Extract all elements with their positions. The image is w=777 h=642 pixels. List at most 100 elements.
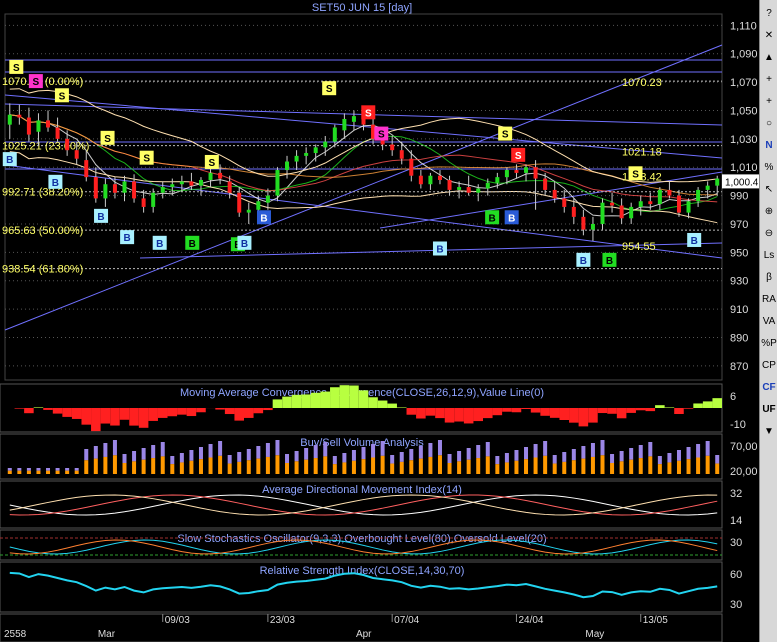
candle: [7, 103, 12, 139]
volume-buy-bar: [265, 456, 270, 474]
sidebar-tool-button[interactable]: ?: [766, 8, 772, 19]
fib-label: 938.54 (61.80%): [2, 264, 83, 276]
volume-buy-bar: [715, 463, 720, 474]
sidebar-tool-button[interactable]: +: [766, 96, 772, 107]
candle: [304, 147, 309, 165]
volume-buy-bar: [676, 460, 681, 474]
volume-buy-bar: [198, 459, 203, 474]
sidebar-tool-button[interactable]: %: [764, 162, 774, 173]
volume-buy-bar: [504, 462, 509, 474]
sidebar-tool-button[interactable]: ✕: [764, 30, 774, 41]
volume-buy-bar: [179, 462, 184, 474]
candle-body: [667, 189, 672, 196]
panel-axis-label: 30: [730, 537, 742, 549]
candle-body: [332, 127, 337, 142]
candle: [437, 170, 442, 185]
sidebar-tool-button[interactable]: RA: [762, 294, 776, 305]
volume-sell-bar: [218, 441, 223, 456]
stochastic-lines: [0, 537, 722, 556]
signal-label: S: [632, 169, 639, 180]
candle: [715, 175, 720, 196]
volume-sell-bar: [170, 456, 175, 465]
sidebar-tool-button[interactable]: ⊖: [764, 228, 774, 239]
sidebar-tool-button[interactable]: Ls: [763, 250, 775, 261]
sidebar-tool-button[interactable]: ▼: [764, 426, 774, 437]
volume-sell-bar: [562, 452, 567, 462]
rsi-line: [9, 571, 718, 599]
candle: [179, 175, 184, 192]
volume-buy-bar: [648, 456, 653, 474]
sidebar-tool-button[interactable]: β: [766, 272, 772, 283]
candle-body: [715, 178, 720, 186]
volume-buy-bar: [74, 470, 79, 474]
candle: [122, 175, 127, 202]
sidebar-tool-button[interactable]: +: [766, 74, 772, 85]
envelope-lower: [9, 151, 718, 224]
candle: [160, 181, 165, 199]
signal-box: [511, 147, 526, 162]
panel-axis-label: 20,00: [730, 466, 758, 478]
volume-buy-bar: [160, 456, 165, 474]
volume-buy-bar: [437, 455, 442, 474]
volume-buy-bar: [246, 460, 251, 474]
volume-sell-bar: [514, 450, 519, 461]
volume-buy-bar: [151, 458, 156, 474]
date-tick-label: 13/05: [643, 615, 668, 626]
price-tick-label: 1,070: [730, 77, 758, 89]
buy-signal: B: [602, 252, 617, 267]
signal-box: [374, 126, 389, 141]
candle-body: [409, 158, 414, 176]
date-tick-label: 07/04: [394, 615, 419, 626]
macd-histogram: [14, 385, 722, 432]
panel-axis-label: 32: [730, 488, 742, 500]
candle-body: [571, 206, 576, 217]
volume-buy-bar: [485, 456, 490, 474]
panel-frame-rsi: [0, 561, 723, 613]
candle-body: [189, 181, 194, 186]
sidebar-tool-button[interactable]: ⊕: [764, 206, 774, 217]
buy-signal: B: [185, 235, 200, 250]
buy-signal: B: [576, 252, 591, 267]
sidebar-tool-button[interactable]: N: [765, 140, 773, 151]
candle-body: [93, 177, 98, 199]
volume-sell-bar: [351, 450, 356, 461]
sidebar-tool-button[interactable]: UF: [762, 404, 776, 415]
sidebar-tool-button[interactable]: ↖: [764, 184, 774, 195]
sidebar-tool-button[interactable]: VA: [762, 316, 776, 327]
price-tick-label: 910: [730, 304, 748, 316]
panel-frame-adx: [0, 480, 723, 529]
sidebar-tool-button[interactable]: CF: [762, 382, 776, 393]
volume-sell-bar: [65, 468, 70, 471]
candle: [504, 167, 509, 185]
sidebar-tool-button[interactable]: ▲: [764, 52, 774, 63]
sell-signal: S: [139, 150, 154, 165]
candle-body: [170, 184, 175, 188]
signal-label: S: [326, 84, 333, 95]
candle-body: [227, 181, 232, 193]
adx-lines: [9, 494, 718, 516]
sidebar-tool-button[interactable]: ○: [765, 118, 773, 129]
candle: [552, 181, 557, 203]
candle: [495, 172, 500, 189]
candle-body: [514, 170, 519, 173]
panel-title-rsi: Relative Strength Index(CLOSE,14,30,70): [260, 565, 465, 577]
candle: [667, 181, 672, 199]
volume-sell-bar: [409, 449, 414, 461]
volume-buy-bar: [638, 458, 643, 474]
signal-box: [139, 150, 154, 165]
volume-sell-bar: [715, 455, 720, 464]
volume-sell-bar: [399, 452, 404, 462]
signal-label: S: [502, 130, 509, 141]
last-price-box: [722, 174, 759, 189]
sidebar-tool-button[interactable]: %P: [761, 338, 777, 349]
volume-buy-bar: [141, 459, 146, 474]
candle: [390, 136, 395, 156]
sidebar-tool-button[interactable]: CP: [762, 360, 776, 371]
panel-axis-label: -10: [730, 419, 746, 431]
signal-box: [120, 230, 135, 245]
volume-sell-bar: [543, 441, 548, 456]
candle-body: [141, 198, 146, 207]
volume-buy-bar: [361, 459, 366, 474]
candle: [84, 150, 89, 182]
